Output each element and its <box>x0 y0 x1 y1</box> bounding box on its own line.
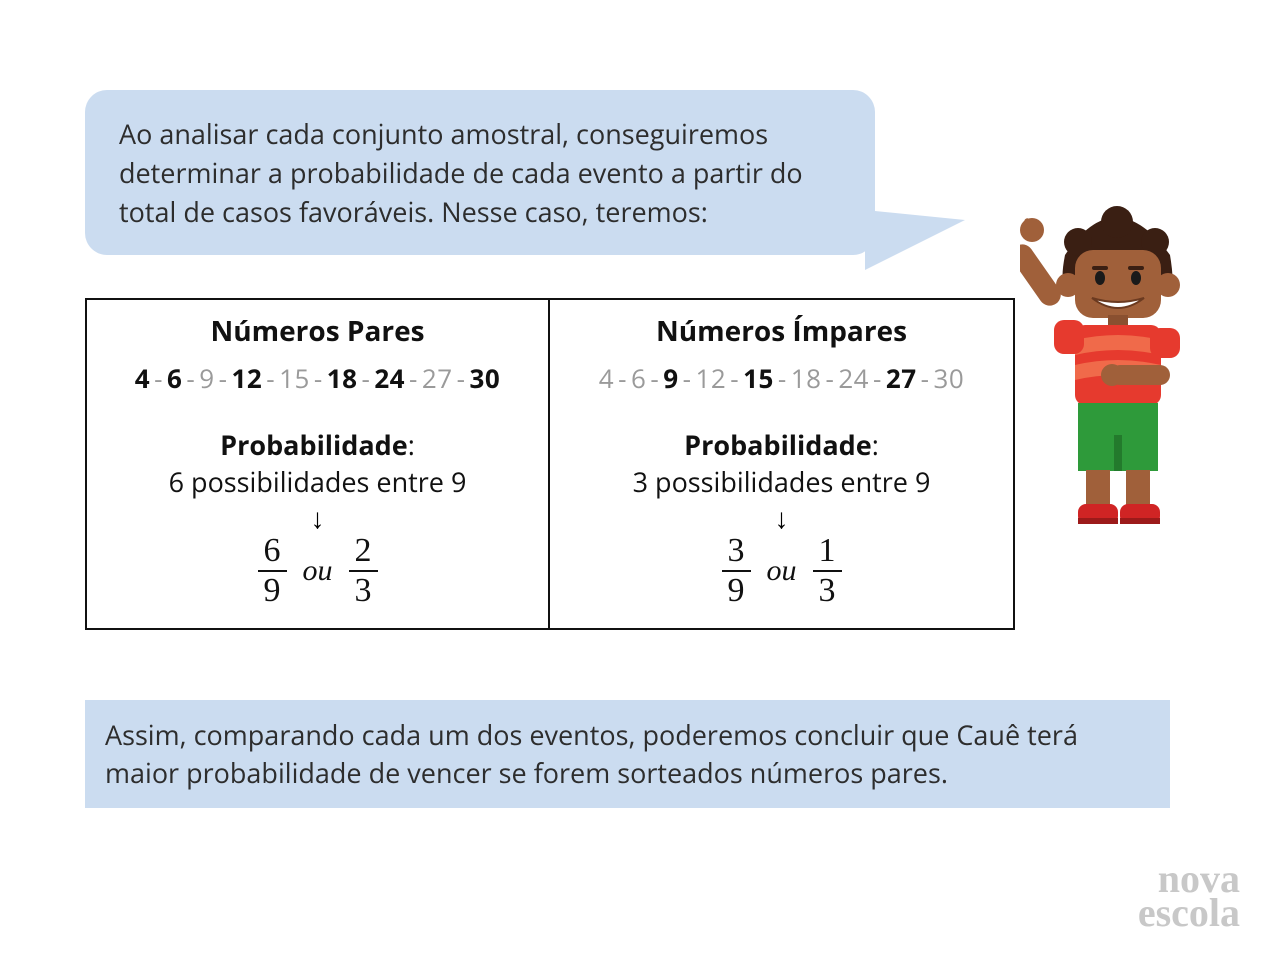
or-connector: ou <box>303 554 333 588</box>
odd-prob-label: Probabilidade: <box>560 426 1003 463</box>
even-title: Números Pares <box>97 312 538 350</box>
nova-escola-logo: nova escola <box>1138 862 1240 930</box>
odd-column: Números Ímpares 4-6-9-12-15-18-24-27-30 … <box>550 300 1013 628</box>
odd-sequence: 4-6-9-12-15-18-24-27-30 <box>560 360 1003 396</box>
even-prob-label: Probabilidade: <box>97 426 538 463</box>
even-column: Números Pares 4-6-9-12-15-18-24-27-30 Pr… <box>87 300 550 628</box>
or-connector: ou <box>767 554 797 588</box>
probability-table: Números Pares 4-6-9-12-15-18-24-27-30 Pr… <box>85 298 1015 630</box>
character-illustration <box>1020 200 1210 540</box>
odd-fractions: 3 9 ou 1 3 <box>560 534 1003 608</box>
fraction: 3 9 <box>722 534 751 608</box>
conclusion-box: Assim, comparando cada um dos eventos, p… <box>85 700 1170 808</box>
fraction: 6 9 <box>258 534 287 608</box>
logo-line2: escola <box>1138 896 1240 930</box>
fraction: 2 3 <box>349 534 378 608</box>
fraction: 1 3 <box>813 534 842 608</box>
speech-bubble: Ao analisar cada conjunto amostral, cons… <box>85 90 875 255</box>
even-sequence: 4-6-9-12-15-18-24-27-30 <box>97 360 538 396</box>
conclusion-text: Assim, comparando cada um dos eventos, p… <box>105 716 1078 791</box>
down-arrow-icon: ↓ <box>97 506 538 534</box>
speech-text: Ao analisar cada conjunto amostral, cons… <box>119 115 803 230</box>
even-fractions: 6 9 ou 2 3 <box>97 534 538 608</box>
down-arrow-icon: ↓ <box>560 506 1003 534</box>
odd-prob-sub: 3 possibilidades entre 9 <box>560 463 1003 500</box>
even-prob-sub: 6 possibilidades entre 9 <box>97 463 538 500</box>
odd-title: Números Ímpares <box>560 312 1003 350</box>
